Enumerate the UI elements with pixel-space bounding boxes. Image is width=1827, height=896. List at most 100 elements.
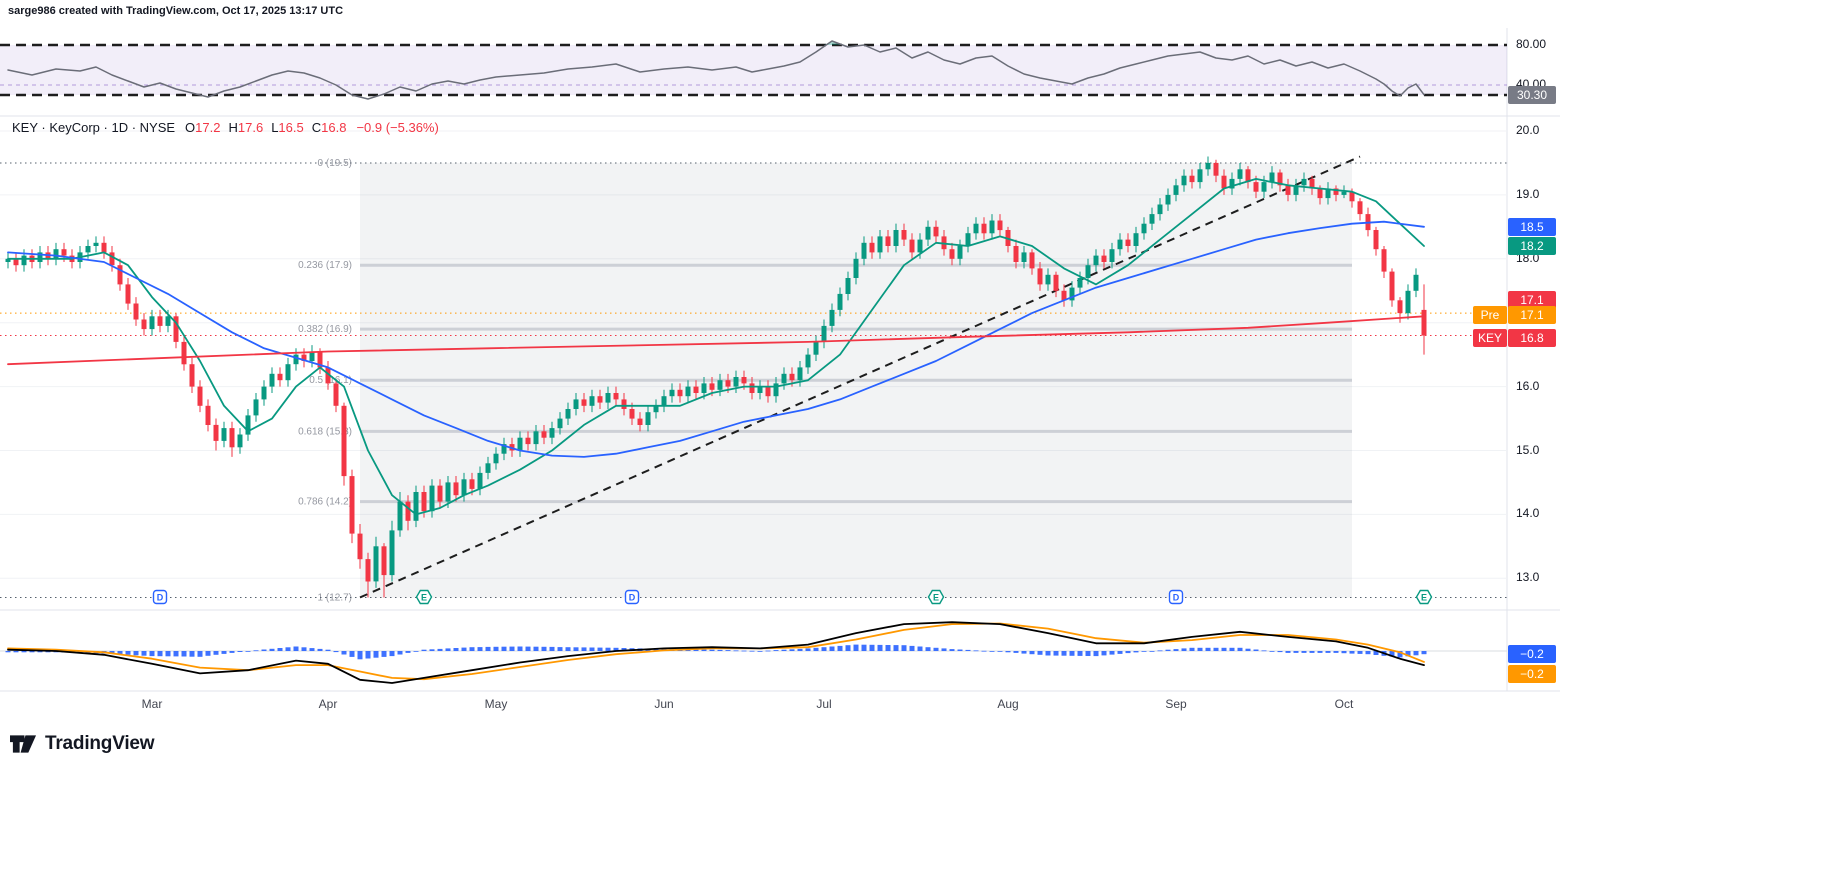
candle-body [669,389,675,397]
candle [965,226,971,253]
candle-body [141,319,147,330]
candle [669,383,675,403]
macd-histogram-bar [1317,651,1323,653]
macd-histogram-bar [533,646,539,651]
trendline[interactable] [359,155,1361,599]
candle-body [933,226,939,237]
candle-body [173,316,179,342]
candle-body [1229,178,1235,189]
macd-histogram-bar [1165,649,1171,651]
candle-body [85,246,91,253]
time-axis[interactable] [0,692,1507,716]
macd-histogram-bar [805,648,811,651]
candle-body [317,351,323,368]
earnings-marker[interactable]: E [1415,589,1433,605]
candle [1285,178,1291,202]
tradingview-logo[interactable]: TradingView [10,732,155,756]
candle-body [1029,252,1035,269]
candle-body [157,316,163,326]
macd-histogram-bar [1181,648,1187,651]
macd-histogram-bar [549,646,555,651]
candle-body [1125,239,1131,246]
ohlc-item: L16.5 [271,120,304,135]
candle-body [581,399,587,406]
macd-histogram-bar [573,647,579,651]
month-label: May [485,697,508,711]
macd-signal-line [7,622,1425,681]
candle-body [893,230,899,246]
candle [301,348,307,368]
candle-body [93,242,99,246]
macd-histogram-bar [493,646,499,651]
macd-histogram-bar [501,646,507,651]
candle [365,552,371,598]
candle [461,472,467,502]
candle-body [221,428,227,441]
candle [13,252,19,272]
macd-histogram-bar [925,647,931,651]
dividend-marker[interactable]: D [1168,589,1184,605]
candle-body [981,223,987,234]
earnings-marker[interactable]: E [927,589,945,605]
candle [717,373,723,397]
macd-histogram-bar [77,651,83,653]
macd-histogram-bar [1373,651,1379,655]
candle [293,348,299,371]
macd-histogram-bar [837,645,843,651]
candle [1381,246,1387,278]
candle-body [389,530,395,576]
candle-body [325,367,331,384]
candle [1237,162,1243,186]
candle-body [1093,255,1099,266]
candle [101,236,107,259]
candle-body [1389,271,1395,301]
candle [813,335,819,362]
candle-body [301,354,307,361]
candle [549,421,555,445]
candle [605,386,611,409]
candle-body [1045,274,1051,285]
macd-histogram-bar [917,646,923,651]
macd-histogram-bar [1109,651,1115,655]
candle [1133,226,1139,253]
symbol-title[interactable]: KEY · KeyCorp · 1D · NYSE [12,120,176,135]
macd-histogram-bar [301,647,307,651]
candle [1421,284,1427,355]
price-axis[interactable] [1507,28,1567,690]
candle [829,303,835,333]
macd-histogram-bar [1037,651,1043,655]
candle-body [661,396,667,406]
candle [1301,172,1307,192]
macd-histogram-bar [485,646,491,651]
candle-body [861,242,867,259]
candle [957,239,963,266]
macd-histogram-bar [37,651,43,653]
candle [973,217,979,240]
candle-body [1421,309,1427,336]
candle [621,392,627,416]
candle [909,233,915,259]
dividend-marker[interactable]: D [624,589,640,605]
macd-histogram-bar [1205,647,1211,651]
dividend-marker[interactable]: D [152,589,168,605]
candle [933,220,939,243]
macd-histogram-bar [381,651,387,657]
candle [581,392,587,413]
candle-body [1117,239,1123,250]
month-label: Sep [1165,697,1187,711]
candle-body [717,380,723,390]
candle-body [1149,214,1155,224]
earnings-marker[interactable]: E [415,589,433,605]
candle [885,230,891,253]
candle-body [349,476,355,534]
candle [1413,268,1419,298]
macd-histogram-bar [1413,651,1419,656]
macd-histogram-bar [341,651,347,655]
candle [525,431,531,451]
macd-histogram-bar [205,651,211,656]
candle-body [277,373,283,381]
candle [245,408,251,441]
candle [677,383,683,403]
candle-body [109,252,115,266]
